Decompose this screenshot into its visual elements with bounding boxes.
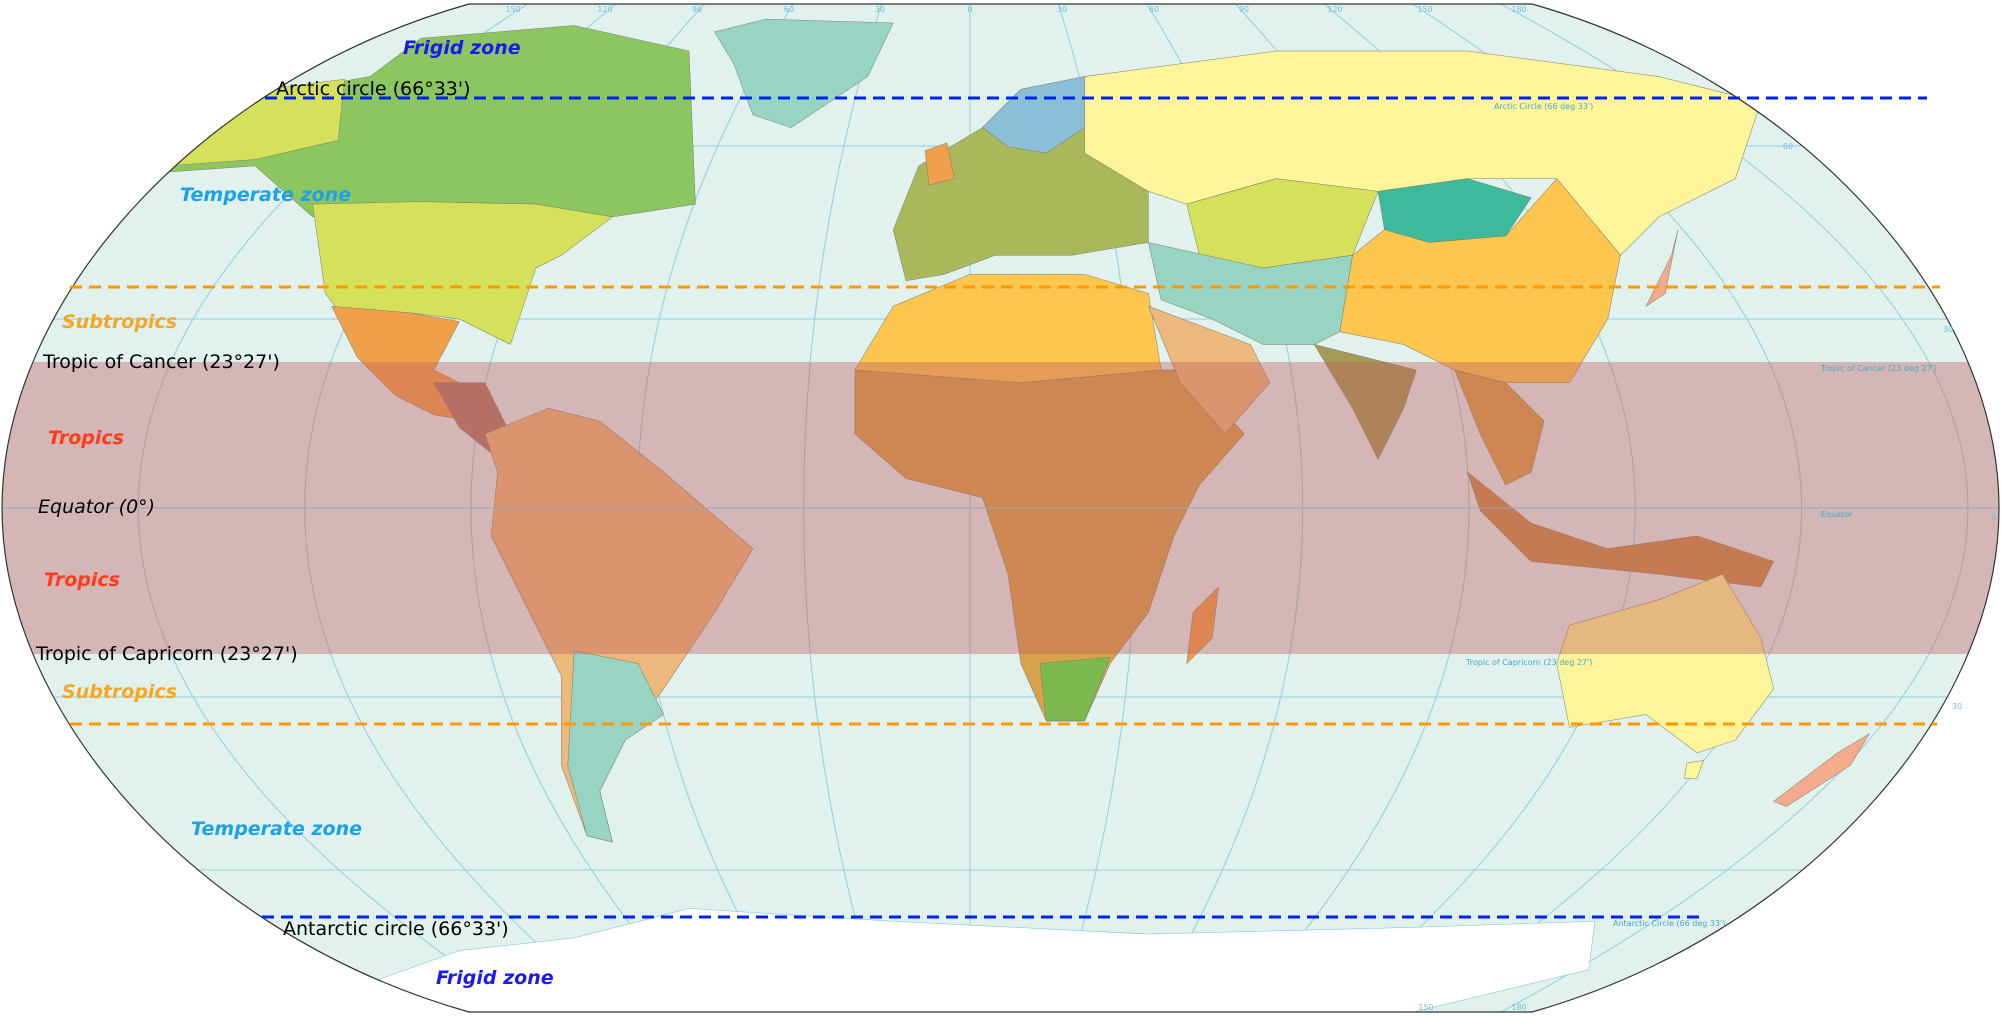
- argentina: [567, 650, 664, 843]
- equator-label: Equator (0°): [38, 496, 155, 518]
- tropics-north-label: Tropics: [48, 427, 124, 449]
- indonesia: [1466, 471, 1774, 588]
- latitude-label: 30: [1952, 702, 1962, 711]
- tropic-of-cancer-label: Tropic of Cancer (23°27'): [42, 351, 280, 373]
- frigid-zone-north-label: Frigid zone: [403, 37, 521, 59]
- greenland: [714, 18, 894, 128]
- india: [1313, 344, 1417, 460]
- equator-small-label: Equator: [1821, 510, 1853, 519]
- new-zealand: [1773, 733, 1870, 807]
- longitude-label: 150: [1417, 5, 1432, 14]
- longitude-label: 90: [1239, 5, 1249, 14]
- arctic-circle-label: Arctic circle (66°33'): [276, 78, 471, 100]
- longitude-label: 180: [1511, 1003, 1526, 1012]
- longitude-label: 60: [1149, 5, 1159, 14]
- arctic-circle-small-label: Arctic Circle (66 deg 33'): [1494, 102, 1593, 111]
- longitude-label: 30: [1057, 5, 1067, 14]
- antarctic-circle-small-label: Antarctic Circle (66 deg 33'): [1613, 919, 1725, 928]
- map-outline: [1, 3, 2000, 1013]
- south-africa: [1039, 656, 1111, 722]
- longitude-label: 60: [784, 5, 794, 14]
- tasmania: [1684, 760, 1704, 779]
- china: [1339, 178, 1621, 384]
- subtropics-south-label: Subtropics: [62, 681, 177, 703]
- longitude-label: 0: [967, 5, 972, 14]
- temperate-zone-north-label: Temperate zone: [180, 184, 351, 206]
- australia: [1556, 573, 1774, 754]
- longitude-label: 30: [875, 5, 885, 14]
- longitude-label: 180: [1511, 5, 1526, 14]
- temperate-zone-south-label: Temperate zone: [191, 818, 362, 840]
- longitude-label: 150: [1418, 1003, 1433, 1012]
- latitude-label: 0: [1991, 513, 1996, 522]
- frigid-zone-south-label: Frigid zone: [436, 967, 554, 989]
- subtropics-north-label: Subtropics: [62, 311, 177, 333]
- longitude-label: 120: [597, 5, 612, 14]
- uk: [924, 142, 955, 186]
- longitude-label: 90: [692, 5, 702, 14]
- tropic-of-capricorn-label: Tropic of Capricorn (23°27'): [35, 643, 298, 665]
- madagascar: [1186, 586, 1219, 665]
- longitude-label: 120: [1327, 5, 1342, 14]
- longitude-label: 150: [505, 5, 520, 14]
- latitude-label: 60: [1783, 142, 1793, 151]
- southeast-asia: [1454, 369, 1545, 486]
- antarctic-circle-label: Antarctic circle (66°33'): [283, 918, 509, 940]
- tropic-cancer-small-label: Tropic of Cancer (23 deg 27'): [1820, 364, 1937, 373]
- tropic-capricorn-small-label: Tropic of Capricorn (23 deg 27'): [1465, 658, 1592, 667]
- japan: [1645, 229, 1679, 307]
- arabia: [1147, 305, 1270, 435]
- antarctica: [369, 908, 1596, 1012]
- latitude-label: 30: [1943, 325, 1953, 334]
- tropics-south-label: Tropics: [44, 569, 120, 591]
